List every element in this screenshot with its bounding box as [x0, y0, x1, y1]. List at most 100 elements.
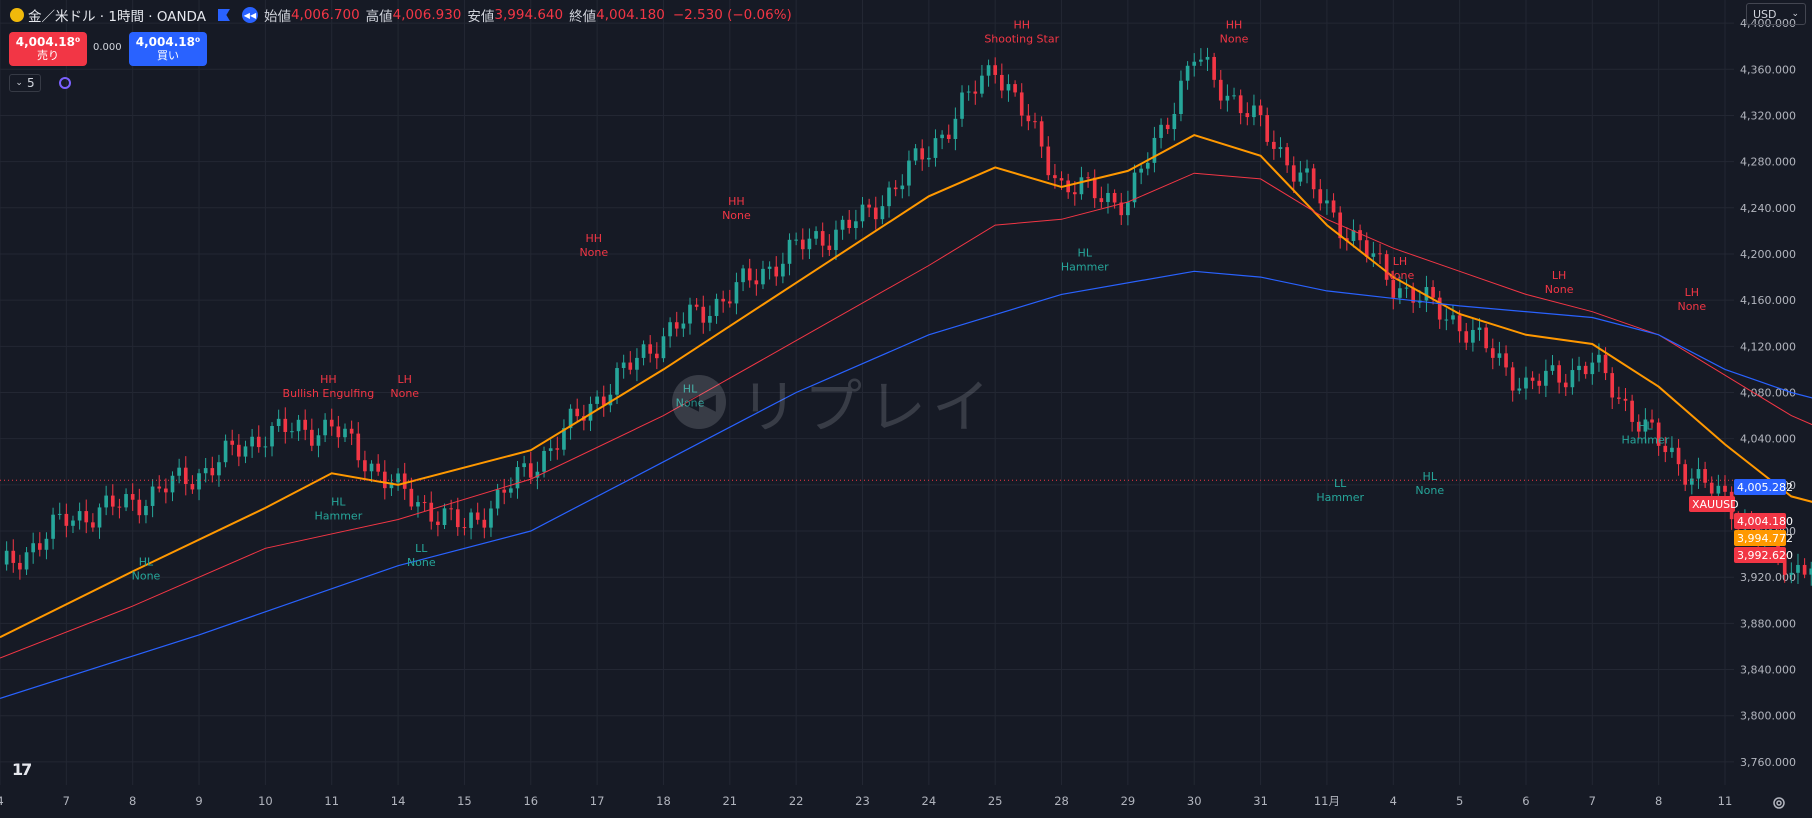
- candle-body[interactable]: [900, 185, 905, 190]
- candle-body[interactable]: [217, 462, 221, 476]
- candle-body[interactable]: [933, 138, 938, 158]
- candle-body[interactable]: [223, 440, 228, 463]
- candle-body[interactable]: [953, 118, 958, 139]
- candle-body[interactable]: [343, 428, 347, 438]
- candle-body[interactable]: [1185, 65, 1190, 81]
- candle-body[interactable]: [986, 65, 991, 76]
- candle-body[interactable]: [316, 435, 321, 446]
- candle-body[interactable]: [462, 527, 467, 529]
- candle-body[interactable]: [588, 403, 593, 421]
- candle-body[interactable]: [1690, 478, 1694, 485]
- candle-body[interactable]: [124, 494, 128, 508]
- candle-body[interactable]: [303, 419, 308, 430]
- candle-body[interactable]: [64, 513, 69, 526]
- candle-body[interactable]: [1623, 398, 1628, 401]
- candle-body[interactable]: [1537, 380, 1542, 386]
- candle-body[interactable]: [164, 488, 168, 493]
- candle-body[interactable]: [774, 266, 779, 277]
- candle-body[interactable]: [455, 509, 460, 528]
- candle-body[interactable]: [1006, 84, 1011, 91]
- candle-body[interactable]: [1232, 95, 1236, 97]
- candle-body[interactable]: [1696, 469, 1701, 479]
- candle-body[interactable]: [708, 315, 712, 323]
- candle-body[interactable]: [734, 282, 739, 304]
- candle-body[interactable]: [701, 306, 706, 323]
- candle-body[interactable]: [1444, 319, 1449, 321]
- candle-body[interactable]: [1709, 482, 1714, 494]
- candle-body[interactable]: [150, 486, 155, 506]
- candle-body[interactable]: [409, 488, 414, 507]
- candle-body[interactable]: [170, 475, 175, 493]
- candle-body[interactable]: [157, 486, 162, 489]
- candle-body[interactable]: [210, 468, 215, 476]
- candle-body[interactable]: [927, 157, 931, 160]
- candle-body[interactable]: [867, 204, 871, 208]
- candle-body[interactable]: [1318, 189, 1323, 204]
- candle-body[interactable]: [1636, 421, 1641, 432]
- candle-body[interactable]: [1205, 56, 1210, 60]
- candle-body[interactable]: [290, 431, 294, 433]
- candle-body[interactable]: [1610, 373, 1615, 398]
- candle-body[interactable]: [761, 268, 765, 285]
- candle-body[interactable]: [1490, 348, 1495, 358]
- candle-body[interactable]: [966, 91, 971, 93]
- candle-body[interactable]: [197, 473, 201, 490]
- candle-body[interactable]: [1059, 178, 1064, 181]
- candle-body[interactable]: [1172, 114, 1177, 130]
- candle-body[interactable]: [1617, 397, 1621, 399]
- candle-body[interactable]: [535, 471, 540, 478]
- candle-body[interactable]: [1796, 564, 1800, 573]
- candle-body[interactable]: [1656, 422, 1661, 446]
- gear-icon[interactable]: [1772, 796, 1786, 810]
- candle-body[interactable]: [940, 134, 944, 139]
- candle-body[interactable]: [1311, 168, 1316, 190]
- candle-body[interactable]: [568, 408, 573, 429]
- candle-body[interactable]: [767, 266, 772, 269]
- candle-body[interactable]: [389, 482, 394, 489]
- price-axis[interactable]: [1734, 0, 1812, 818]
- candle-body[interactable]: [436, 521, 440, 526]
- candle-body[interactable]: [1099, 198, 1104, 203]
- candle-body[interactable]: [1603, 354, 1608, 374]
- candle-body[interactable]: [1152, 137, 1157, 163]
- candle-body[interactable]: [814, 231, 818, 239]
- candle-body[interactable]: [1544, 370, 1548, 386]
- candle-body[interactable]: [681, 323, 686, 329]
- candle-body[interactable]: [1285, 147, 1289, 166]
- candle-body[interactable]: [489, 508, 493, 528]
- candle-body[interactable]: [1517, 388, 1522, 391]
- candle-body[interactable]: [1384, 254, 1389, 280]
- candle-body[interactable]: [754, 280, 759, 285]
- candle-body[interactable]: [1179, 80, 1183, 115]
- candle-body[interactable]: [117, 506, 122, 508]
- candle-body[interactable]: [237, 444, 241, 457]
- candle-body[interactable]: [794, 239, 798, 241]
- candle-body[interactable]: [615, 368, 619, 395]
- candle-body[interactable]: [1265, 115, 1270, 142]
- candle-body[interactable]: [369, 463, 374, 472]
- candle-body[interactable]: [1404, 287, 1409, 289]
- candle-body[interactable]: [1079, 177, 1084, 195]
- candle-body[interactable]: [1033, 121, 1037, 123]
- candle-body[interactable]: [263, 446, 268, 448]
- candle-body[interactable]: [834, 229, 838, 251]
- candle-body[interactable]: [1046, 146, 1051, 176]
- candle-body[interactable]: [721, 298, 725, 302]
- candle-body[interactable]: [1159, 124, 1163, 138]
- candle-body[interactable]: [495, 489, 500, 509]
- candle-body[interactable]: [1431, 287, 1435, 298]
- candle-body[interactable]: [1723, 485, 1727, 492]
- candle-body[interactable]: [509, 488, 513, 493]
- indicators-toggle[interactable]: ⌄ 5: [9, 74, 41, 92]
- candle-body[interactable]: [920, 148, 925, 160]
- ma-line-3[interactable]: [0, 270, 1812, 699]
- candle-body[interactable]: [873, 207, 878, 220]
- candle-body[interactable]: [1145, 162, 1150, 169]
- candle-body[interactable]: [913, 148, 918, 161]
- candle-body[interactable]: [1563, 382, 1568, 388]
- candle-body[interactable]: [37, 543, 42, 550]
- buy-button[interactable]: 4,004.18⁰ 買い: [129, 32, 207, 66]
- candle-body[interactable]: [1364, 240, 1369, 257]
- refresh-icon[interactable]: [58, 76, 72, 90]
- candle-body[interactable]: [1583, 365, 1588, 375]
